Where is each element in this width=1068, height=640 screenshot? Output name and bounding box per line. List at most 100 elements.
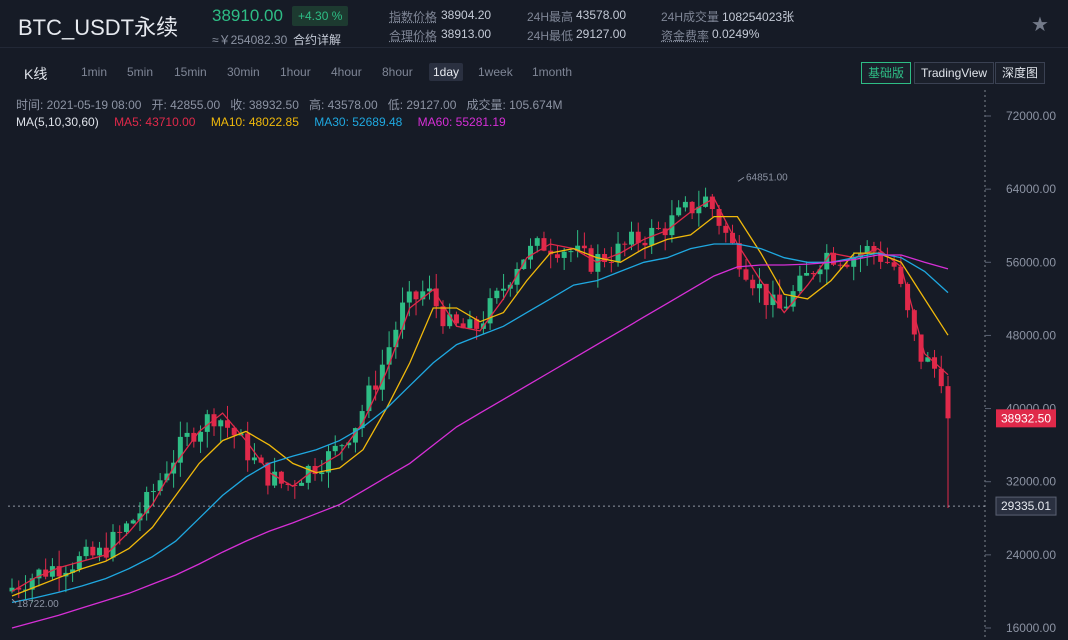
y-tick-label: 48000.00 [1006,328,1056,342]
interval-1hour[interactable]: 1hour [280,65,311,79]
candle-body [851,257,857,267]
interval-8hour[interactable]: 8hour [382,65,413,79]
candle-body [588,248,594,272]
contract-detail-link[interactable]: 合约详解 [293,33,342,47]
candle-body [844,264,850,267]
ma30-line [11,243,949,604]
view-basic-button[interactable]: 基础版 [861,62,912,84]
interval-1day[interactable]: 1day [429,63,464,81]
funding-rate-value: 0.0249% [712,27,760,41]
candle-body [352,428,358,443]
candle-body [837,264,843,266]
ma60-line [11,254,949,629]
ma10-value: MA10: 48022.85 [210,115,299,129]
market-header: BTC_USDT永续 38910.00 +4.30 % ≈￥254082.30 … [0,0,1068,48]
candle-body [736,243,742,270]
candle-body [184,432,190,437]
candle-body [386,347,392,365]
candle-body [339,445,345,447]
candle-body [474,319,480,329]
candle-body [177,436,183,463]
max-marker-label: 64851.00 [746,172,788,183]
y-tick-label: 24000.00 [1006,548,1056,562]
fair-price-label[interactable]: 合理价格 [389,29,438,43]
candle-body [790,291,796,307]
candle-body [379,364,385,390]
candle-body [76,556,82,570]
candle-body [218,420,224,427]
interval-4hour[interactable]: 4hour [331,65,362,79]
candle-body [777,294,783,309]
interval-15min[interactable]: 15min [174,65,207,79]
ma-title: MA(5,10,30,60) [16,115,99,129]
info-open: 开: 42855.00 [151,98,221,112]
kline-tab[interactable]: K线 [24,66,48,82]
candle-body [581,245,587,249]
candle-body [16,587,22,590]
low-24h-label: 24H最低 [527,29,574,43]
candle-body [251,457,257,461]
interval-30min[interactable]: 30min [227,65,260,79]
candle-body [723,225,729,233]
index-price-value: 38904.20 [441,8,492,22]
interval-1min[interactable]: 1min [81,65,108,79]
candle-body [575,245,581,252]
candle-body [332,445,338,452]
candlestick-svg[interactable]: 72000.0064000.0056000.0048000.0040000.00… [0,90,1068,640]
candle-body [245,433,251,461]
candle-body [447,314,453,327]
candle-body [49,566,55,577]
candle-body [440,306,446,327]
candle-body [103,547,109,558]
candle-body [494,290,500,299]
candle-body [433,288,439,307]
candle-body [911,310,917,335]
candle-body [682,201,688,208]
candle-body [602,254,608,263]
ma5-line [11,197,949,592]
candle-body [925,357,931,362]
candle-body [426,288,432,292]
candle-body [635,231,641,243]
crosshair-price-tag [995,496,1057,516]
candle-body [817,269,823,275]
candle-body [756,283,762,289]
interval-1week[interactable]: 1week [478,65,513,79]
index-price-label[interactable]: 指数价格 [389,10,438,24]
candle-body [884,261,890,263]
candle-body [231,427,237,436]
info-time: 时间: 2021-05-19 08:00 [16,98,142,112]
chart-toolbar: K线 1min 5min 15min 30min 1hour 4hour 8ho… [0,56,1068,90]
candle-body [373,385,379,390]
candle-body [804,272,810,276]
y-tick-label: 56000.00 [1006,255,1056,269]
view-depth-button[interactable]: 深度图 [995,62,1046,84]
candle-body [258,457,264,463]
candle-body [117,531,123,533]
kline-chart[interactable]: 时间: 2021-05-19 08:00 开: 42855.00 收: 3893… [0,90,1068,640]
symbol-title[interactable]: BTC_USDT永续 [18,15,179,40]
candle-body [770,294,776,306]
funding-rate-label[interactable]: 资金费率 [661,29,710,43]
candle-body [891,262,897,267]
candle-body [400,302,406,330]
interval-5min[interactable]: 5min [127,65,154,79]
candle-body [413,291,419,300]
view-tradingview-button[interactable]: TradingView [914,62,995,84]
candle-body [871,245,877,252]
candle-body [528,245,534,260]
candle-body [655,227,661,229]
candle-body [676,207,682,216]
interval-1month[interactable]: 1month [532,65,573,79]
current-price-label: 38932.50 [1001,411,1051,425]
candle-body [629,231,635,245]
candle-body [554,254,560,258]
candle-body [406,291,412,303]
y-tick-label: 16000.00 [1006,621,1056,635]
y-tick-label: 32000.00 [1006,475,1056,489]
max-marker-line [737,176,745,182]
star-icon[interactable]: ★ [1031,14,1049,36]
candle-body [325,451,331,473]
candle-body [810,272,816,275]
fair-price-value: 38913.00 [441,27,492,41]
